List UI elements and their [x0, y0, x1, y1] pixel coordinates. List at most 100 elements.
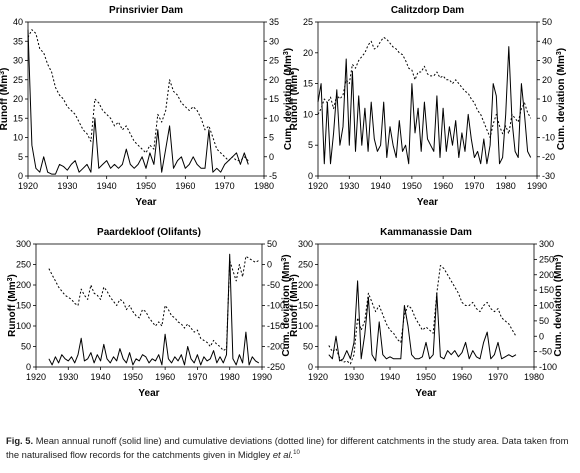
- y2-tick-label: 30: [269, 36, 279, 46]
- chart-calitzdorp-dam: Calitzdorp Dam 1920 1930 1940 1950 1960 1970 19…: [289, 5, 567, 208]
- y2-tick-label: 300: [539, 239, 554, 249]
- y-tick-label: 35: [13, 36, 23, 46]
- x-tick-label: 1960: [433, 181, 453, 191]
- y2-tick-label: 40: [542, 36, 552, 46]
- chart-title: Calitzdorp Dam: [391, 5, 464, 16]
- runoff-line: [48, 253, 260, 366]
- y-tick-label: 300: [16, 239, 31, 249]
- y2-tick-label: -30: [542, 171, 555, 181]
- y-tick-label: 25: [303, 17, 313, 27]
- y2-tick-label: -150: [267, 321, 285, 331]
- y-tick-label: 150: [298, 301, 313, 311]
- y2-tick-label: -10: [542, 133, 555, 143]
- x-tick-label: 1920: [308, 181, 328, 191]
- y-tick-label: 0: [18, 171, 23, 181]
- y2-tick-label: 250: [539, 254, 554, 264]
- y2-axis-label: Cum. deviation (Mm3): [556, 48, 567, 150]
- x-axis-label: Year: [415, 388, 436, 399]
- x-tick-label: 1920: [308, 372, 328, 382]
- y2-tick-label: 10: [542, 94, 552, 104]
- chart-prinsrivier-dam: Prinsrivier Dam 1920 1930 1940 1950 1960 1970 1…: [0, 5, 294, 208]
- y2-tick-label: 15: [269, 94, 279, 104]
- x-tick-label: 1940: [91, 372, 111, 382]
- y-tick-label: 0: [308, 362, 313, 372]
- y2-tick-label: 10: [269, 113, 279, 123]
- x-tick-label: 1930: [344, 372, 364, 382]
- y2-tick-label: 50: [542, 17, 552, 27]
- y-tick-label: 10: [13, 133, 23, 143]
- caption-label: Fig. 5.: [6, 435, 34, 446]
- x-tick-label: 1950: [402, 181, 422, 191]
- x-tick-label: 1920: [18, 181, 38, 191]
- caption-text: Mean annual runoff (solid line) and cumu…: [6, 435, 569, 460]
- x-axis-label: Year: [417, 197, 438, 208]
- x-tick-label: 1930: [339, 181, 359, 191]
- y2-tick-label: -50: [539, 347, 552, 357]
- y-tick-label: 0: [308, 171, 313, 181]
- x-tick-label: 1960: [452, 372, 472, 382]
- y2-tick-label: -100: [539, 362, 557, 372]
- y-tick-label: 25: [13, 75, 23, 85]
- runoff-line: [317, 46, 532, 165]
- y2-tick-label: 50: [539, 316, 549, 326]
- y2-tick-label: 5: [269, 133, 274, 143]
- x-tick-label: 1980: [254, 181, 274, 191]
- x-tick-label: 1970: [488, 372, 508, 382]
- cumulative-deviation-line: [27, 29, 249, 162]
- x-tick-label: 1970: [215, 181, 235, 191]
- x-axis-label: Year: [138, 388, 159, 399]
- y-tick-label: 30: [13, 56, 23, 66]
- y2-tick-label: 0: [269, 152, 274, 162]
- caption-ref: 10: [293, 450, 300, 456]
- y2-tick-label: 50: [267, 239, 277, 249]
- runoff-line: [328, 280, 517, 362]
- y2-axis-label: Cum. deviation (Mm3): [281, 254, 292, 356]
- y-tick-label: 40: [13, 17, 23, 27]
- figure-caption: Fig. 5. Mean annual runoff (solid line) …: [6, 434, 576, 462]
- y2-tick-label: -200: [267, 342, 285, 352]
- y-tick-label: 50: [21, 342, 31, 352]
- y2-tick-label: 30: [542, 56, 552, 66]
- y-axis-label: Runoff (Mm3): [289, 274, 300, 337]
- y-tick-label: 15: [13, 113, 23, 123]
- x-tick-label: 1990: [252, 372, 272, 382]
- y-tick-label: 15: [303, 79, 313, 89]
- y-axis-label: Runoff (Mm3): [7, 274, 18, 337]
- x-tick-label: 1950: [123, 372, 143, 382]
- y-axis-label: Runoff (Mm3): [0, 68, 10, 131]
- y2-tick-label: 0: [542, 113, 547, 123]
- y2-tick-label: 35: [269, 17, 279, 27]
- y-tick-label: 100: [16, 321, 31, 331]
- x-tick-label: 1940: [97, 181, 117, 191]
- y2-tick-label: -100: [267, 301, 285, 311]
- y-tick-label: 5: [18, 152, 23, 162]
- y2-tick-label: 200: [539, 270, 554, 280]
- chart-title: Kammanassie Dam: [380, 227, 472, 238]
- caption-etal: et al.: [272, 449, 294, 460]
- x-tick-label: 1980: [496, 181, 516, 191]
- x-axis-label: Year: [135, 197, 156, 208]
- chart-paardekloof-olifants: Paardekloof (Olifants) 1920 1930 1940 1950 19…: [7, 227, 292, 399]
- y2-axis-label: Cum. deviation (Mm3): [283, 48, 294, 150]
- cumulative-deviation-line: [317, 36, 532, 138]
- y-tick-label: 200: [16, 280, 31, 290]
- figure: Prinsrivier Dam 1920 1930 1940 1950 1960 1970 1…: [0, 5, 567, 399]
- cumulative-deviation-line: [48, 255, 260, 352]
- y-axis-label: Runoff (Mm3): [289, 68, 300, 131]
- y2-axis-label: Cum. deviation (Mm3): [553, 254, 564, 356]
- plot-frame: [317, 243, 535, 368]
- y-tick-label: 150: [16, 301, 31, 311]
- x-tick-label: 1990: [527, 181, 547, 191]
- x-tick-label: 1920: [26, 372, 46, 382]
- x-tick-label: 1950: [136, 181, 156, 191]
- y-tick-label: 20: [303, 48, 313, 58]
- x-tick-label: 1930: [58, 372, 78, 382]
- y-tick-label: 100: [298, 321, 313, 331]
- y-tick-label: 300: [298, 239, 313, 249]
- y-tick-label: 10: [303, 109, 313, 119]
- y2-tick-label: 0: [267, 260, 272, 270]
- x-tick-label: 1960: [175, 181, 195, 191]
- x-tick-label: 1970: [187, 372, 207, 382]
- y2-tick-label: 100: [539, 301, 554, 311]
- y2-tick-label: 20: [269, 75, 279, 85]
